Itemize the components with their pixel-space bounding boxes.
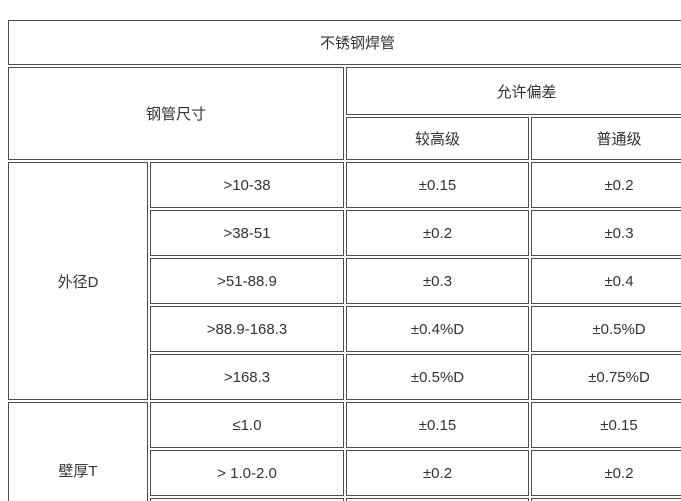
table-row: >38-51 ±0.2 ±0.3 bbox=[8, 210, 681, 256]
row-label-wall-thickness: 壁厚T bbox=[8, 402, 148, 501]
header-row-2: 较高级 普通级 bbox=[8, 117, 681, 160]
cell-range: >51-88.9 bbox=[150, 258, 344, 304]
header-grade-high: 较高级 bbox=[346, 117, 529, 160]
cell-normal-grade bbox=[531, 498, 681, 501]
table-row: >51-88.9 ±0.3 ±0.4 bbox=[8, 258, 681, 304]
cell-high-grade: ±0.2 bbox=[346, 450, 529, 496]
cell-range: >88.9-168.3 bbox=[150, 306, 344, 352]
cell-high-grade: ±0.2 bbox=[346, 210, 529, 256]
cell-range: >10-38 bbox=[150, 162, 344, 208]
cell-normal-grade: ±0.75%D bbox=[531, 354, 681, 400]
cell-high-grade: ±0.15 bbox=[346, 402, 529, 448]
cell-range bbox=[150, 498, 344, 501]
row-label-outer-diameter: 外径D bbox=[8, 162, 148, 400]
table-row: 壁厚T ≤1.0 ±0.15 ±0.15 bbox=[8, 402, 681, 501]
header-grade-normal: 普通级 bbox=[531, 117, 681, 160]
cell-high-grade: ±0.15 bbox=[346, 162, 529, 208]
table-title-row: 不锈钢焊管 bbox=[8, 20, 681, 65]
header-row-1: 钢管尺寸 允许偏差 bbox=[8, 67, 681, 160]
cell-normal-grade: ±0.2 bbox=[531, 450, 681, 496]
table-row-clipped bbox=[8, 498, 681, 501]
cell-high-grade: ±0.5%D bbox=[346, 354, 529, 400]
cell-normal-grade: ±0.2 bbox=[531, 162, 681, 208]
cell-normal-grade: ±0.3 bbox=[531, 210, 681, 256]
table-row: 外径D >10-38 ±0.15 ±0.2 bbox=[8, 162, 681, 400]
table-row: >168.3 ±0.5%D ±0.75%D bbox=[8, 354, 681, 400]
table-row: >88.9-168.3 ±0.4%D ±0.5%D bbox=[8, 306, 681, 352]
cell-normal-grade: ±0.15 bbox=[531, 402, 681, 448]
cell-range: >168.3 bbox=[150, 354, 344, 400]
cell-range: > 1.0-2.0 bbox=[150, 450, 344, 496]
cell-normal-grade: ±0.5%D bbox=[531, 306, 681, 352]
cell-normal-grade: ±0.4 bbox=[531, 258, 681, 304]
cell-high-grade: ±0.3 bbox=[346, 258, 529, 304]
header-pipe-size: 钢管尺寸 bbox=[8, 67, 344, 160]
cell-range: >38-51 bbox=[150, 210, 344, 256]
pipe-tolerance-table: 不锈钢焊管 钢管尺寸 允许偏差 较高级 普通级 外径D >10-38 ±0.15… bbox=[6, 18, 681, 501]
cell-high-grade: ±0.4%D bbox=[346, 306, 529, 352]
header-allowed-deviation: 允许偏差 bbox=[346, 67, 681, 115]
table-row: > 1.0-2.0 ±0.2 ±0.2 bbox=[8, 450, 681, 496]
cell-high-grade bbox=[346, 498, 529, 501]
table-title: 不锈钢焊管 bbox=[8, 20, 681, 65]
cell-range: ≤1.0 bbox=[150, 402, 344, 448]
